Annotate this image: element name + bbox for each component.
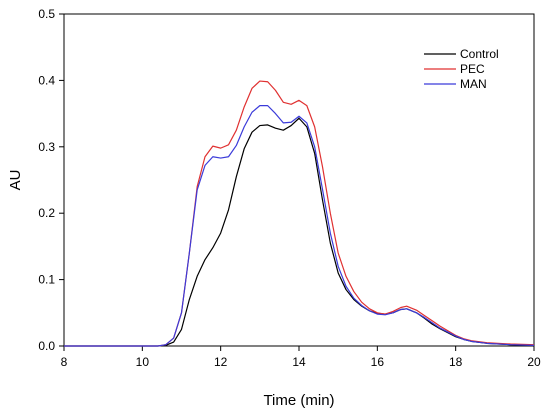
series-line-pec	[64, 80, 535, 347]
legend-label: Control	[460, 47, 499, 61]
x-tick-label: 16	[371, 355, 385, 369]
y-tick-label: 0.0	[38, 339, 55, 353]
x-axis-ticks: 8 10 12 14 16 18 20	[61, 346, 541, 369]
y-tick-label: 0.2	[38, 206, 55, 220]
series-lines	[64, 80, 535, 347]
y-tick-label: 0.4	[38, 73, 55, 87]
y-axis-title: AU	[7, 170, 24, 191]
x-tick-label: 8	[61, 355, 68, 369]
y-tick-label: 0.3	[38, 140, 55, 154]
y-axis-ticks: 0.0 0.1 0.2 0.3 0.4 0.5	[38, 7, 64, 353]
legend-label: PEC	[460, 62, 485, 76]
x-tick-label: 12	[214, 355, 228, 369]
x-tick-label: 14	[292, 355, 306, 369]
y-tick-label: 0.1	[38, 273, 55, 287]
legend-item-pec: PEC	[424, 62, 485, 76]
legend-label: MAN	[460, 77, 487, 91]
y-tick-label: 0.5	[38, 7, 55, 21]
series-line-control	[64, 117, 535, 347]
x-tick-label: 18	[449, 355, 463, 369]
x-tick-label: 10	[136, 355, 150, 369]
series-line-man	[64, 105, 535, 347]
legend-item-control: Control	[424, 47, 499, 61]
x-tick-label: 20	[527, 355, 541, 369]
legend-item-man: MAN	[424, 77, 487, 91]
x-axis-title: Time (min)	[263, 392, 334, 409]
